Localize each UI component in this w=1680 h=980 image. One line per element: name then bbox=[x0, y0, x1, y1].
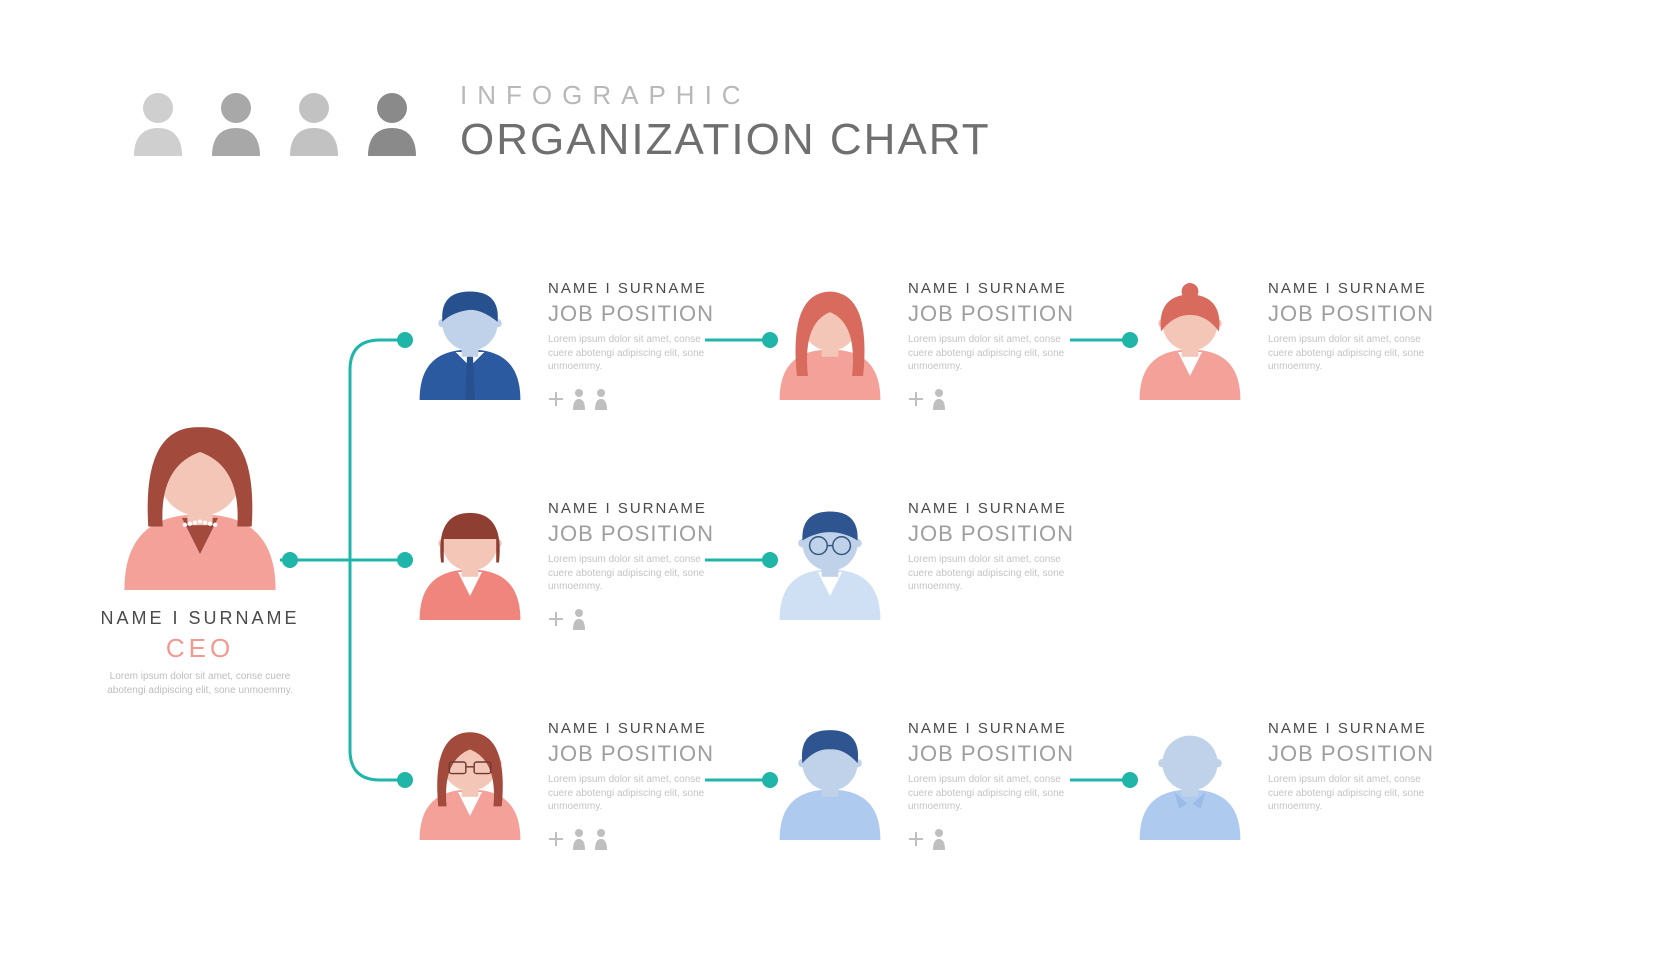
org-chart-stage: INFOGRAPHIC ORGANIZATION CHART NAME I SU… bbox=[0, 0, 1680, 980]
person-name: NAME I SURNAME bbox=[548, 500, 728, 517]
ceo-avatar bbox=[110, 410, 290, 590]
person-name: NAME I SURNAME bbox=[548, 720, 728, 737]
avatar bbox=[410, 280, 530, 400]
header-text: INFOGRAPHIC ORGANIZATION CHART bbox=[460, 80, 991, 165]
person-name: NAME I SURNAME bbox=[1268, 720, 1448, 737]
person-desc: Lorem ipsum dolor sit amet, conse cuere … bbox=[1268, 333, 1448, 374]
person-icon bbox=[932, 828, 946, 855]
ceo-name: NAME I SURNAME bbox=[100, 608, 299, 629]
person-desc: Lorem ipsum dolor sit amet, conse cuere … bbox=[548, 773, 728, 814]
person-text: NAME I SURNAME JOB POSITION Lorem ipsum … bbox=[548, 500, 728, 635]
plus-icon bbox=[908, 391, 924, 412]
person-text: NAME I SURNAME JOB POSITION Lorem ipsum … bbox=[1268, 720, 1448, 814]
plus-icon bbox=[548, 831, 564, 852]
person-position: JOB POSITION bbox=[908, 521, 1088, 547]
person-name: NAME I SURNAME bbox=[908, 280, 1088, 297]
person-icon bbox=[572, 388, 586, 415]
avatar bbox=[410, 500, 530, 620]
avatar bbox=[770, 500, 890, 620]
person-card: NAME I SURNAME JOB POSITION Lorem ipsum … bbox=[410, 720, 728, 855]
person-desc: Lorem ipsum dolor sit amet, conse cuere … bbox=[1268, 773, 1448, 814]
person-icon bbox=[594, 828, 608, 855]
person-position: JOB POSITION bbox=[1268, 741, 1448, 767]
plus-icon bbox=[548, 611, 564, 632]
person-desc: Lorem ipsum dolor sit amet, conse cuere … bbox=[548, 333, 728, 374]
header-people-icons bbox=[130, 90, 420, 156]
person-name: NAME I SURNAME bbox=[908, 500, 1088, 517]
avatar bbox=[770, 720, 890, 840]
person-card: NAME I SURNAME JOB POSITION Lorem ipsum … bbox=[410, 500, 728, 635]
person-icon bbox=[286, 90, 342, 156]
person-text: NAME I SURNAME JOB POSITION Lorem ipsum … bbox=[548, 720, 728, 855]
person-icon bbox=[932, 388, 946, 415]
person-icon bbox=[594, 388, 608, 415]
person-text: NAME I SURNAME JOB POSITION Lorem ipsum … bbox=[908, 720, 1088, 855]
add-team-members[interactable] bbox=[548, 608, 728, 635]
person-text: NAME I SURNAME JOB POSITION Lorem ipsum … bbox=[1268, 280, 1448, 374]
person-icon bbox=[208, 90, 264, 156]
person-desc: Lorem ipsum dolor sit amet, conse cuere … bbox=[908, 333, 1088, 374]
add-team-members[interactable] bbox=[908, 388, 1088, 415]
ceo-text: NAME I SURNAME CEO Lorem ipsum dolor sit… bbox=[90, 608, 310, 697]
person-name: NAME I SURNAME bbox=[908, 720, 1088, 737]
header-title: ORGANIZATION CHART bbox=[460, 115, 991, 165]
person-desc: Lorem ipsum dolor sit amet, conse cuere … bbox=[908, 773, 1088, 814]
person-name: NAME I SURNAME bbox=[1268, 280, 1448, 297]
person-icon bbox=[572, 828, 586, 855]
header-eyebrow: INFOGRAPHIC bbox=[460, 80, 991, 111]
person-card: NAME I SURNAME JOB POSITION Lorem ipsum … bbox=[770, 500, 1088, 620]
person-position: JOB POSITION bbox=[1268, 301, 1448, 327]
person-desc: Lorem ipsum dolor sit amet, conse cuere … bbox=[548, 553, 728, 594]
add-team-members[interactable] bbox=[548, 388, 728, 415]
plus-icon bbox=[548, 391, 564, 412]
person-card: NAME I SURNAME JOB POSITION Lorem ipsum … bbox=[410, 280, 728, 415]
person-text: NAME I SURNAME JOB POSITION Lorem ipsum … bbox=[548, 280, 728, 415]
ceo-position: CEO bbox=[166, 633, 234, 664]
avatar bbox=[770, 280, 890, 400]
add-team-members[interactable] bbox=[908, 828, 1088, 855]
avatar bbox=[410, 720, 530, 840]
plus-icon bbox=[908, 831, 924, 852]
person-name: NAME I SURNAME bbox=[548, 280, 728, 297]
person-text: NAME I SURNAME JOB POSITION Lorem ipsum … bbox=[908, 500, 1088, 594]
ceo-card: NAME I SURNAME CEO Lorem ipsum dolor sit… bbox=[90, 410, 310, 697]
avatar bbox=[1130, 280, 1250, 400]
header: INFOGRAPHIC ORGANIZATION CHART bbox=[130, 80, 991, 165]
person-icon bbox=[130, 90, 186, 156]
person-desc: Lorem ipsum dolor sit amet, conse cuere … bbox=[908, 553, 1088, 594]
person-card: NAME I SURNAME JOB POSITION Lorem ipsum … bbox=[1130, 280, 1448, 400]
person-position: JOB POSITION bbox=[548, 301, 728, 327]
person-card: NAME I SURNAME JOB POSITION Lorem ipsum … bbox=[1130, 720, 1448, 840]
person-text: NAME I SURNAME JOB POSITION Lorem ipsum … bbox=[908, 280, 1088, 415]
person-icon bbox=[572, 608, 586, 635]
person-card: NAME I SURNAME JOB POSITION Lorem ipsum … bbox=[770, 280, 1088, 415]
person-position: JOB POSITION bbox=[908, 741, 1088, 767]
avatar bbox=[1130, 720, 1250, 840]
ceo-desc: Lorem ipsum dolor sit amet, conse cuere … bbox=[90, 670, 310, 697]
person-card: NAME I SURNAME JOB POSITION Lorem ipsum … bbox=[770, 720, 1088, 855]
person-position: JOB POSITION bbox=[548, 521, 728, 547]
person-position: JOB POSITION bbox=[908, 301, 1088, 327]
add-team-members[interactable] bbox=[548, 828, 728, 855]
person-position: JOB POSITION bbox=[548, 741, 728, 767]
person-icon bbox=[364, 90, 420, 156]
